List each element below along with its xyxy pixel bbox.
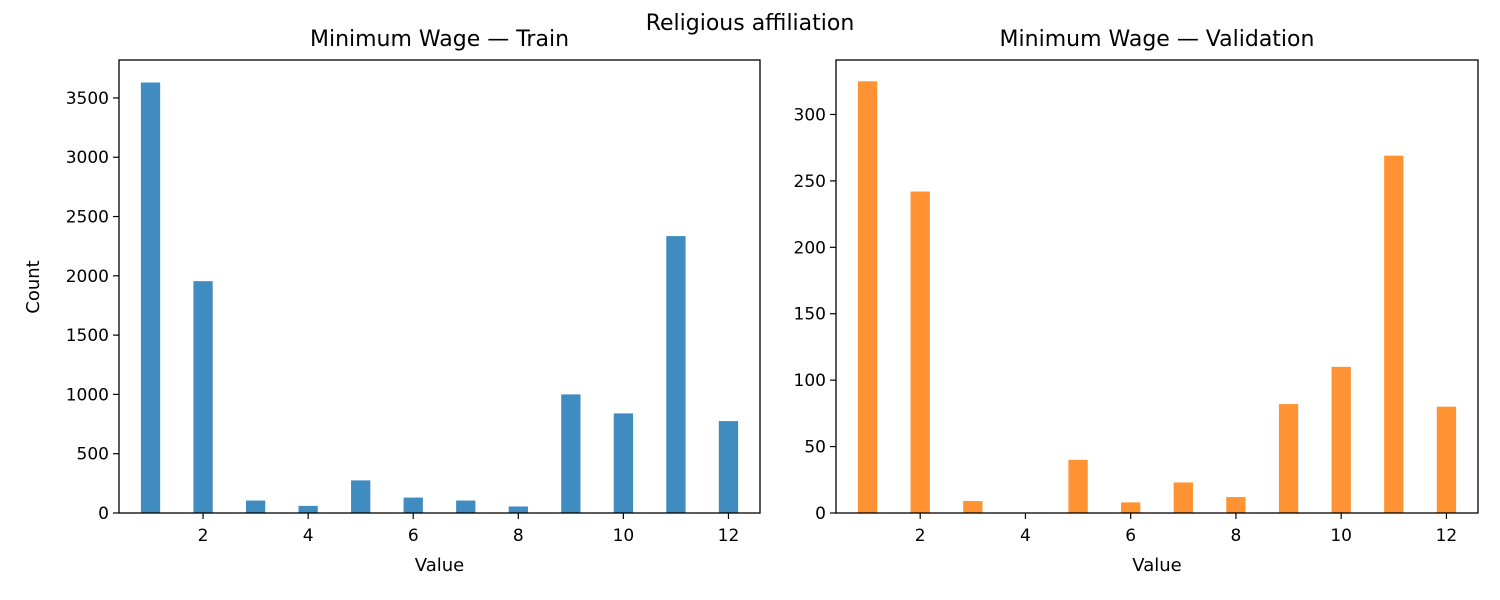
- validation-y-tick-label: 50: [804, 438, 826, 458]
- train-x-tick-label: 6: [408, 526, 419, 546]
- validation-y-tick-label: 200: [794, 238, 826, 258]
- train-y-axis-label: Count: [23, 260, 44, 313]
- train-bar: [140, 82, 161, 513]
- validation-x-tick-label: 6: [1125, 526, 1136, 546]
- validation-bars: [857, 81, 1457, 513]
- validation-y-tick-label: 300: [794, 105, 826, 125]
- validation-bar: [1068, 459, 1088, 513]
- train-y-tick-label: 500: [77, 445, 109, 465]
- train-x-tick-label: 8: [513, 526, 524, 546]
- train-bar: [298, 505, 318, 513]
- validation-bar: [1278, 404, 1299, 513]
- validation-x-ticks: 2 4 6 8 10 12: [915, 513, 1457, 546]
- validation-bar: [1384, 155, 1404, 513]
- validation-bar: [1121, 502, 1141, 513]
- train-x-tick-label: 4: [303, 526, 314, 546]
- validation-x-tick-label: 10: [1330, 526, 1352, 546]
- validation-bar: [963, 501, 983, 513]
- train-bar: [561, 394, 581, 513]
- validation-histogram-panel: Minimum Wage — Validation Value 2 4 6 8 10 12…: [794, 27, 1479, 576]
- train-y-tick-label: 3500: [66, 89, 109, 109]
- train-bar: [351, 480, 371, 513]
- train-y-tick-label: 2500: [66, 208, 109, 228]
- train-bar: [613, 413, 634, 513]
- train-bar: [666, 236, 686, 513]
- train-y-tick-label: 2000: [66, 267, 109, 287]
- train-bar: [403, 497, 423, 513]
- train-y-tick-label: 3000: [66, 148, 109, 168]
- validation-bar: [910, 191, 930, 513]
- train-x-ticks: 2 4 6 8 10 12: [198, 513, 740, 546]
- figure-suptitle: Religious affiliation: [646, 11, 855, 36]
- validation-bar: [1436, 406, 1457, 513]
- train-bar: [456, 500, 476, 513]
- train-bar: [193, 281, 213, 513]
- validation-x-tick-label: 4: [1020, 526, 1031, 546]
- validation-x-tick-label: 12: [1436, 526, 1458, 546]
- validation-bar: [1331, 366, 1351, 513]
- train-histogram-panel: Minimum Wage — Train Value Count 2 4 6 8 10 1…: [23, 27, 761, 576]
- train-bar: [245, 500, 266, 513]
- validation-y-tick-label: 100: [794, 371, 826, 391]
- train-y-ticks: 0 500 1000 1500 2000 2500 3000 3500: [66, 89, 119, 524]
- train-chart-title: Minimum Wage — Train: [310, 27, 569, 52]
- train-x-tick-label: 10: [613, 526, 635, 546]
- validation-y-tick-label: 0: [815, 504, 826, 524]
- train-y-tick-label: 1000: [66, 385, 109, 405]
- validation-y-ticks: 0 50 100 150 200 250 300: [794, 105, 836, 524]
- validation-y-tick-label: 150: [794, 305, 826, 325]
- validation-bar: [1173, 482, 1193, 513]
- validation-y-tick-label: 250: [794, 172, 826, 192]
- validation-bar: [857, 81, 878, 513]
- train-y-tick-label: 0: [98, 504, 109, 524]
- validation-chart-title: Minimum Wage — Validation: [1000, 27, 1315, 52]
- validation-x-tick-label: 8: [1231, 526, 1242, 546]
- train-x-axis-label: Value: [415, 555, 464, 576]
- train-bar: [718, 421, 739, 513]
- train-bar: [508, 506, 528, 513]
- train-x-tick-label: 12: [718, 526, 740, 546]
- train-x-tick-label: 2: [198, 526, 209, 546]
- validation-bar: [1226, 497, 1246, 513]
- train-plot-frame: [118, 59, 761, 514]
- validation-x-axis-label: Value: [1132, 555, 1181, 576]
- train-bars: [140, 82, 739, 513]
- validation-plot-frame: [835, 59, 1479, 514]
- train-y-tick-label: 1500: [66, 326, 109, 346]
- validation-x-tick-label: 2: [915, 526, 926, 546]
